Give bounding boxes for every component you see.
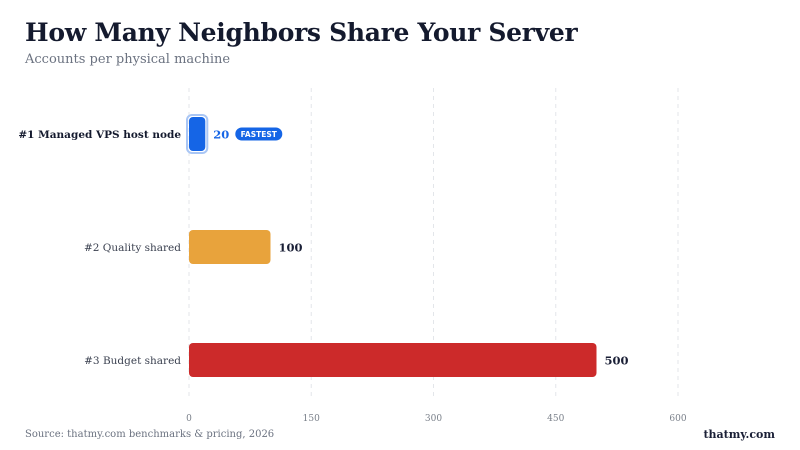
category-label: #2 Quality shared — [84, 242, 181, 254]
value-label: 100 — [279, 241, 303, 255]
chart-title: How Many Neighbors Share Your Server — [25, 18, 578, 47]
badge-label: FASTEST — [241, 130, 278, 139]
x-tick-label: 300 — [425, 414, 442, 424]
value-label: 20 — [213, 128, 229, 142]
x-tick-label: 600 — [669, 414, 686, 424]
bar — [189, 230, 271, 264]
x-tick-label: 150 — [303, 414, 320, 424]
x-tick-label: 0 — [186, 414, 192, 424]
chart-subtitle: Accounts per physical machine — [25, 52, 231, 67]
category-label: #1 Managed VPS host node — [18, 129, 181, 141]
bar-highlight — [186, 114, 209, 154]
value-label: 500 — [605, 354, 629, 368]
x-tick-label: 450 — [547, 414, 564, 424]
category-label: #3 Budget shared — [84, 355, 181, 367]
bar — [189, 117, 206, 151]
x-axis-ticks: 0 150 300 450 600 — [186, 414, 687, 424]
brand-label: thatmy.com — [703, 428, 775, 441]
source-note: Source: thatmy.com benchmarks & pricing,… — [25, 429, 275, 440]
bar — [189, 343, 597, 377]
badge — [235, 127, 283, 141]
bars: #1 Managed VPS host node 20 FASTEST #2 Qual… — [18, 114, 629, 377]
